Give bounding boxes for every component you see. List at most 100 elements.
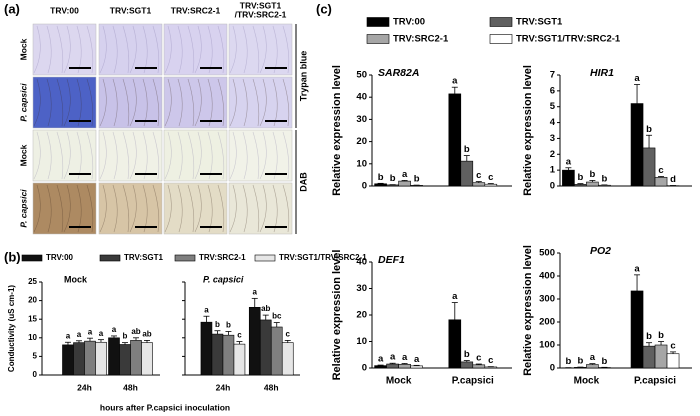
x-tick-label: 48h xyxy=(123,382,138,392)
panel-label: (b) xyxy=(4,249,21,264)
vein xyxy=(142,184,148,233)
vein xyxy=(122,25,130,74)
row-label: P. capsici xyxy=(18,83,28,122)
vein xyxy=(122,78,130,127)
subplot-title: P. capsici xyxy=(203,274,244,284)
significance-letter: c xyxy=(488,355,493,366)
bar xyxy=(642,147,656,187)
vein xyxy=(229,184,237,233)
micrograph xyxy=(163,76,228,129)
vein xyxy=(112,78,118,127)
y-axis-label: Relative expression level xyxy=(522,65,534,196)
legend-label: TRV:00 xyxy=(393,17,425,28)
vein xyxy=(86,25,94,74)
vein xyxy=(282,78,290,127)
micrograph xyxy=(98,23,163,76)
significance-letter: c xyxy=(488,172,493,183)
legend-swatch xyxy=(174,254,196,262)
significance-letter: d xyxy=(670,174,676,185)
vein xyxy=(259,184,267,233)
bar xyxy=(642,345,656,369)
bar xyxy=(460,160,474,187)
bar xyxy=(398,363,411,369)
vein xyxy=(194,184,202,233)
vein xyxy=(129,78,137,127)
vein xyxy=(177,78,183,127)
vein xyxy=(187,78,195,127)
significance-letter: b xyxy=(390,173,396,184)
y-tick-label: 10 xyxy=(356,158,367,169)
significance-letter: a xyxy=(99,329,104,338)
bar xyxy=(259,319,272,376)
bar xyxy=(248,306,261,376)
y-tick-label: 3 xyxy=(550,133,555,144)
bar xyxy=(141,342,153,376)
vein xyxy=(177,131,183,180)
y-tick-label: 6 xyxy=(550,85,555,96)
vein xyxy=(112,25,118,74)
bar xyxy=(484,183,498,187)
stain-label: DAB xyxy=(298,172,308,192)
significance-letter: b xyxy=(589,169,595,180)
y-tick-label: 0 xyxy=(33,370,38,379)
vein xyxy=(229,78,237,127)
subplot-title: HIR1 xyxy=(590,67,614,79)
vein xyxy=(177,184,183,233)
vein xyxy=(33,184,41,233)
vein xyxy=(272,25,278,74)
bar xyxy=(130,340,142,376)
significance-letter: a xyxy=(402,169,408,180)
legend-swatch xyxy=(21,254,43,262)
vein xyxy=(99,131,107,180)
vein xyxy=(252,78,260,127)
bar xyxy=(84,340,96,376)
bar xyxy=(211,333,224,376)
vein xyxy=(56,131,64,180)
significance-letter: a xyxy=(390,352,396,363)
vein xyxy=(86,184,94,233)
significance-letter: a xyxy=(452,76,458,87)
vein xyxy=(86,131,94,180)
vein xyxy=(164,184,172,233)
legend-label: TRV:SRC2-1 xyxy=(393,34,449,45)
vein xyxy=(187,184,195,233)
bar xyxy=(200,321,213,376)
micrograph xyxy=(228,76,293,129)
vein xyxy=(194,25,202,74)
vein xyxy=(46,184,52,233)
y-tick-label: 20 xyxy=(28,296,37,305)
y-tick-label: 10 xyxy=(356,336,367,347)
legend-swatch xyxy=(366,34,390,44)
vein xyxy=(33,78,41,127)
significance-letter: ab xyxy=(142,330,151,339)
significance-letter: b xyxy=(414,174,420,185)
y-tick-label: 0 xyxy=(362,363,367,374)
vein xyxy=(46,131,52,180)
significance-letter: c xyxy=(476,170,481,181)
y-tick-label: 40 xyxy=(356,92,367,103)
significance-letter: b xyxy=(658,330,664,341)
y-axis-label: Relative expression level xyxy=(331,250,343,381)
bar xyxy=(270,326,283,376)
bar xyxy=(630,290,644,369)
y-tick-label: 0 xyxy=(362,181,367,192)
legend-swatch xyxy=(489,17,513,27)
bar xyxy=(374,183,387,187)
legend-swatch xyxy=(254,254,276,262)
bar xyxy=(233,343,246,376)
vein xyxy=(207,131,213,180)
bar xyxy=(484,366,498,369)
vein xyxy=(112,131,118,180)
subplot-title: Mock xyxy=(64,274,88,284)
significance-letter: b xyxy=(601,356,607,367)
y-tick-label: 40 xyxy=(356,257,367,268)
significance-letter: ab xyxy=(131,327,140,336)
y-tick-label: 200 xyxy=(539,317,555,328)
vein xyxy=(99,78,107,127)
vein xyxy=(122,184,130,233)
bar xyxy=(586,181,599,187)
vein xyxy=(242,184,248,233)
column-header: TRV:SGT1 xyxy=(240,0,282,10)
micrograph xyxy=(228,182,293,235)
vein xyxy=(164,78,172,127)
